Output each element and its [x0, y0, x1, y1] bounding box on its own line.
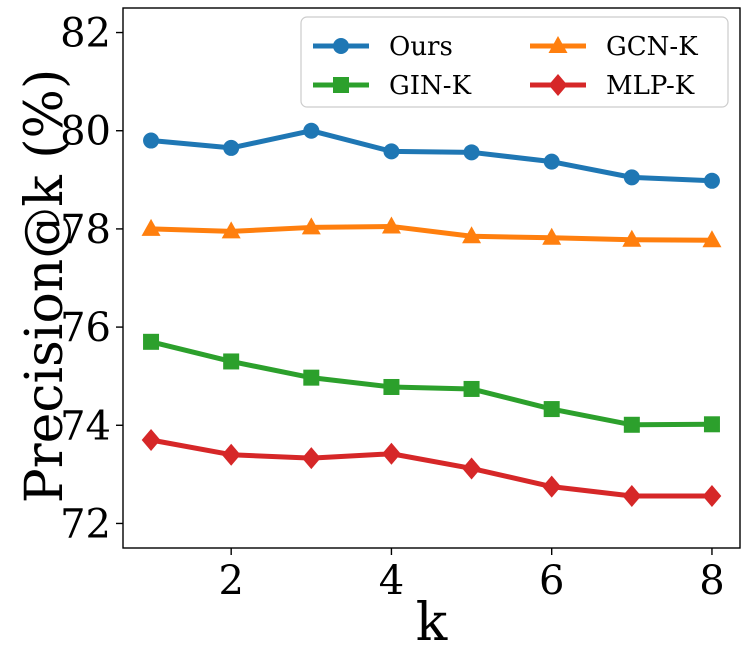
data-point-mlp-k — [141, 429, 161, 451]
data-point-gcn-k — [141, 218, 161, 236]
data-point-gcn-k — [702, 230, 722, 248]
data-point-mlp-k — [542, 475, 562, 498]
y-tick-label: 72 — [60, 501, 111, 547]
data-point-gcn-k — [221, 221, 241, 239]
data-point-ours — [463, 144, 480, 161]
data-point-mlp-k — [702, 484, 722, 507]
data-point-mlp-k — [462, 457, 481, 480]
y-axis-title: Precision@k (%) — [15, 69, 75, 504]
x-axis-title: k — [416, 593, 448, 653]
series-line-gcn-k — [148, 223, 715, 243]
series-line-mlp-k — [148, 437, 715, 499]
data-point-ours — [143, 132, 160, 149]
legend-marker-mlp-k — [548, 74, 568, 96]
data-point-gcn-k — [301, 217, 321, 235]
series-line-gin-k — [148, 339, 715, 428]
y-axis: 72 74 76 78 80 82 — [60, 11, 123, 547]
series-gin-k — [143, 333, 720, 433]
legend-label-ours: Ours — [389, 32, 453, 62]
data-point-gin-k — [143, 333, 160, 350]
y-tick-label: 82 — [60, 11, 111, 57]
y-tick-label: 78 — [60, 207, 111, 253]
data-point-ours — [383, 143, 400, 160]
legend: Ours GCN-K GIN-K MLP-K — [300, 16, 729, 108]
legend-item-gcn-k: GCN-K — [530, 32, 698, 62]
y-tick-label: 74 — [60, 403, 111, 449]
series-layer — [141, 122, 722, 507]
data-point-gin-k — [303, 369, 320, 386]
data-point-gin-k — [543, 401, 560, 418]
series-gcn-k — [141, 216, 722, 248]
data-point-ours — [223, 139, 240, 156]
data-point-gin-k — [383, 378, 400, 395]
data-point-mlp-k — [622, 484, 642, 507]
series-ours — [143, 122, 720, 189]
legend-marker-gcn-k — [548, 36, 568, 53]
legend-item-ours: Ours — [313, 32, 453, 62]
data-point-gcn-k — [462, 226, 482, 244]
x-tick-label: 8 — [699, 558, 724, 604]
data-point-ours — [543, 153, 560, 170]
data-point-mlp-k — [301, 447, 321, 470]
legend-marker-gin-k — [333, 77, 349, 93]
legend-item-mlp-k: MLP-K — [530, 71, 695, 101]
data-point-gin-k — [223, 353, 240, 370]
data-point-gcn-k — [542, 227, 562, 245]
x-axis: 2 4 6 8 — [218, 548, 725, 604]
series-mlp-k — [141, 429, 722, 507]
data-point-ours — [623, 169, 640, 186]
legend-marker-ours — [333, 38, 349, 54]
data-point-ours — [303, 122, 320, 139]
x-tick-label: 2 — [218, 558, 243, 604]
data-point-gcn-k — [622, 229, 642, 247]
legend-label-gin-k: GIN-K — [389, 71, 472, 101]
x-tick-label: 4 — [379, 558, 404, 604]
y-tick-label: 80 — [60, 109, 111, 155]
data-point-gin-k — [703, 416, 720, 433]
y-tick-label: 76 — [60, 305, 111, 351]
legend-box — [300, 16, 729, 108]
data-point-gin-k — [463, 380, 480, 397]
data-point-mlp-k — [221, 443, 241, 466]
data-point-mlp-k — [382, 442, 401, 465]
x-tick-label: 6 — [539, 558, 564, 604]
plot-frame — [122, 7, 741, 549]
data-point-gin-k — [623, 416, 640, 433]
legend-label-mlp-k: MLP-K — [606, 71, 695, 101]
series-line-ours — [148, 128, 715, 184]
legend-label-gcn-k: GCN-K — [606, 32, 698, 62]
legend-item-gin-k: GIN-K — [313, 71, 472, 101]
data-point-ours — [703, 172, 720, 189]
data-point-gcn-k — [381, 216, 401, 234]
